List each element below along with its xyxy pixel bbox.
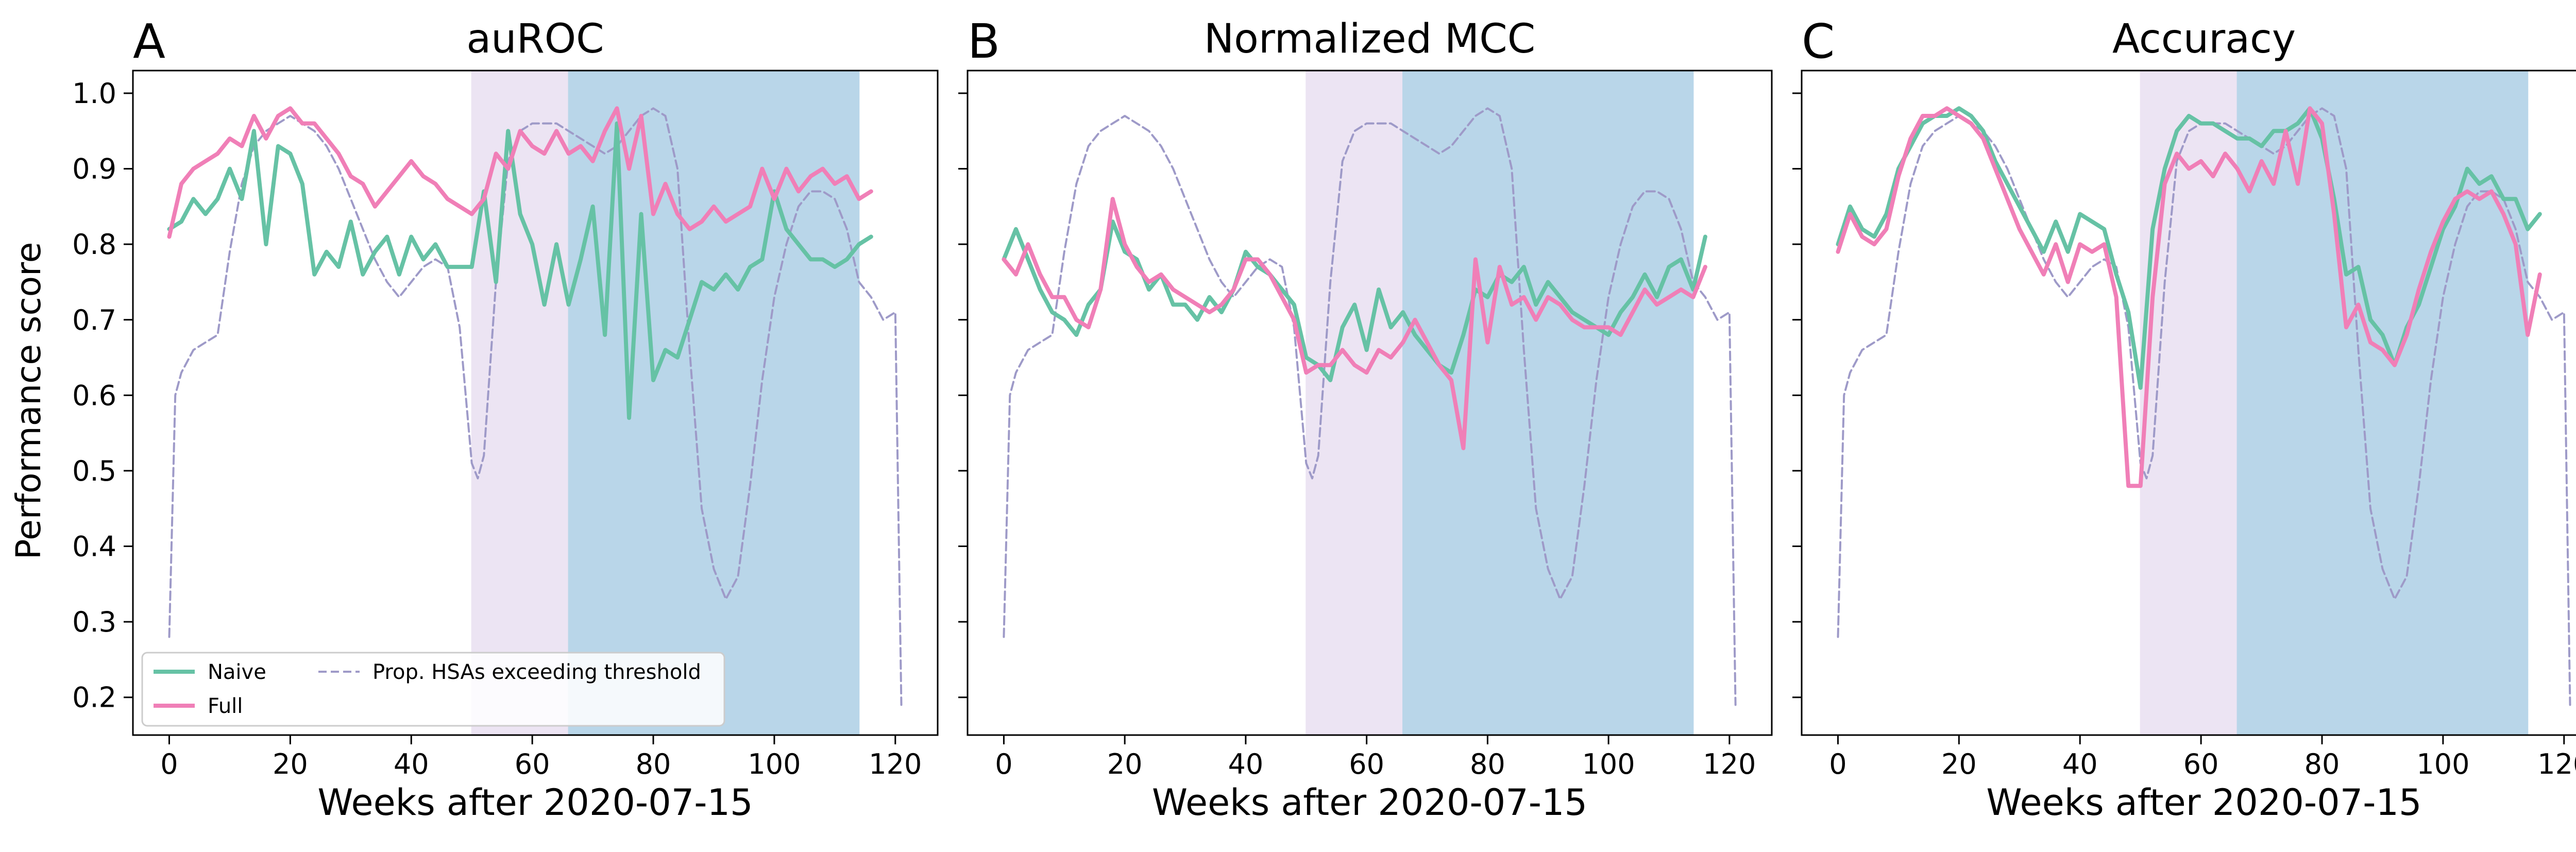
x-tick-label: 60 — [1349, 748, 1384, 780]
x-tick-label: 100 — [1582, 748, 1635, 780]
axes-frame — [132, 70, 939, 736]
x-tick-label: 60 — [515, 748, 550, 780]
shaded-region-2 — [1402, 70, 1694, 736]
x-tick-label: 40 — [2062, 748, 2098, 780]
shaded-region-1 — [1306, 70, 1404, 736]
x-tick-label: 100 — [748, 748, 801, 780]
x-tick-label: 80 — [636, 748, 671, 780]
panel-letter: B — [968, 14, 1000, 69]
y-tick-label: 0.9 — [72, 153, 116, 185]
x-tick-label: 80 — [1470, 748, 1505, 780]
x-tick-label: 20 — [1941, 748, 1977, 780]
panel-a: 0 20 40 60 80 100 120 0.2 0.3 0.4 0.5 0.6 0.7 0.8 0.9 1… — [72, 14, 939, 824]
series-line-naive — [1836, 106, 2542, 390]
panel-letter: C — [1802, 14, 1835, 69]
y-tick-label: 0.2 — [72, 681, 116, 714]
series-line-full — [167, 106, 873, 239]
y-tick-label: 0.6 — [72, 379, 116, 412]
legend-label-threshold: Prop. HSAs exceeding threshold — [372, 660, 701, 684]
series-line-naive — [1002, 219, 1707, 382]
y-tick-label: 1.0 — [72, 77, 116, 110]
x-tick-label: 60 — [2183, 748, 2219, 780]
x-tick-label: 0 — [160, 748, 178, 780]
series-group — [1836, 106, 2571, 706]
x-tick-label: 80 — [2304, 748, 2340, 780]
series-group — [167, 106, 903, 706]
series-line-full — [1002, 197, 1707, 450]
y-tick-label: 0.3 — [72, 606, 116, 638]
panel-b: 0 20 40 60 80 100 120 Normalized MCC B Weeks afte… — [958, 14, 1773, 824]
x-tick-label: 20 — [1107, 748, 1143, 780]
panel-title: Accuracy — [2112, 16, 2296, 62]
series-line-threshold — [1837, 107, 2571, 706]
x-tick-label: 40 — [394, 748, 429, 780]
x-tick-label: 40 — [1228, 748, 1264, 780]
series-line-naive — [167, 121, 873, 420]
series-line-full — [1836, 106, 2542, 488]
x-axis-label: Weeks after 2020-07-15 — [317, 781, 753, 824]
shaded-region-2 — [2236, 70, 2529, 736]
axes-frame — [1801, 70, 2576, 736]
legend-box — [141, 652, 725, 727]
series-line-threshold — [1003, 107, 1737, 706]
x-tick-label: 120 — [2537, 748, 2576, 780]
x-tick-label: 120 — [869, 748, 922, 780]
x-tick-label: 120 — [1703, 748, 1756, 780]
shaded-region-1 — [471, 70, 569, 736]
y-tick-label: 0.5 — [72, 455, 116, 487]
legend-label-naive: Naive — [208, 660, 266, 684]
x-axis-label: Weeks after 2020-07-15 — [1152, 781, 1587, 824]
y-axis-label: Performance score — [9, 242, 48, 560]
y-tick-label: 0.8 — [72, 228, 116, 261]
legend: Naive Full Prop. HSAs exceeding threshold — [141, 652, 725, 727]
panel-title: auROC — [466, 16, 604, 62]
x-tick-label: 100 — [2416, 748, 2469, 780]
x-axis-label: Weeks after 2020-07-15 — [1986, 781, 2421, 824]
panel-c: 0 20 40 60 80 100 120 Accuracy C Weeks after 2020… — [1792, 14, 2576, 824]
series-group — [1002, 107, 1737, 706]
y-tick-label: 0.4 — [72, 531, 116, 563]
y-tick-label: 0.7 — [72, 304, 116, 336]
x-tick-label: 0 — [1829, 748, 1846, 780]
legend-label-full: Full — [208, 694, 243, 718]
shaded-region-2 — [568, 70, 860, 736]
x-tick-label: 0 — [995, 748, 1012, 780]
panel-letter: A — [133, 14, 165, 69]
series-line-threshold — [168, 107, 903, 706]
x-tick-label: 20 — [273, 748, 308, 780]
axes-frame — [967, 70, 1773, 736]
panel-title: Normalized MCC — [1204, 16, 1535, 62]
